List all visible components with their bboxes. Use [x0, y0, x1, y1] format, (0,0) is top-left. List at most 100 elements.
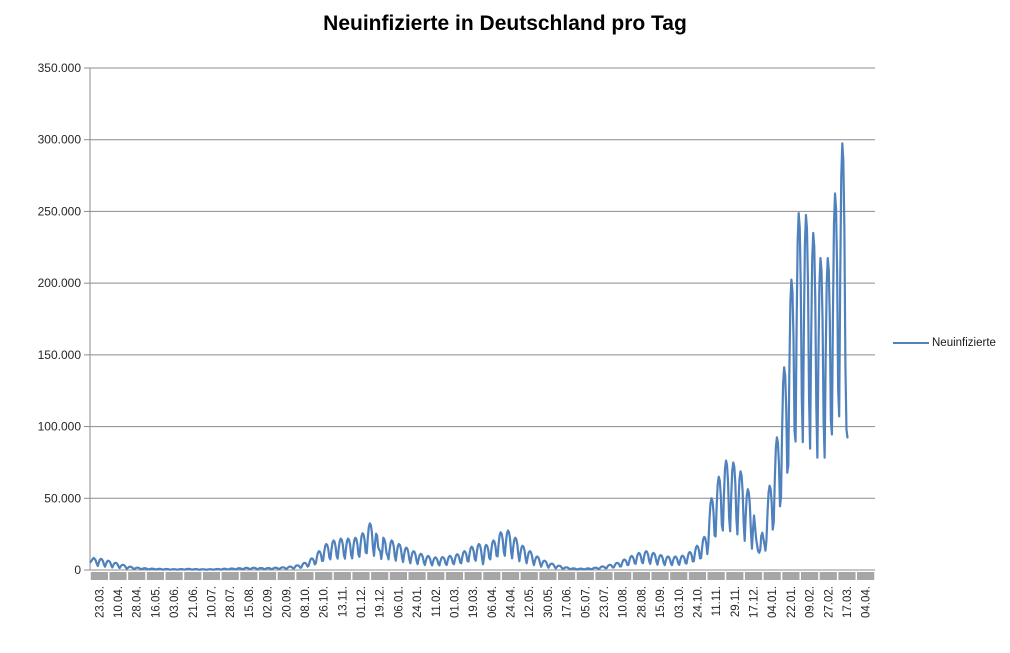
- x-axis-label: 17.06.: [562, 586, 574, 618]
- x-axis-label: 20.09.: [281, 586, 293, 618]
- x-axis-label: 02.09.: [263, 586, 275, 618]
- y-axis-label: 100.000: [38, 420, 82, 434]
- x-axis-tick-gap: [257, 571, 259, 581]
- x-axis-label: 17.03.: [842, 586, 854, 618]
- x-axis-label: 06.04.: [487, 586, 499, 618]
- x-axis-tick-gap: [706, 571, 708, 581]
- y-axis-label: 350.000: [38, 61, 82, 75]
- x-axis-label: 15.08.: [244, 586, 256, 618]
- x-axis-label: 11.02.: [431, 586, 443, 617]
- x-axis-label: 03.06.: [169, 586, 181, 618]
- x-axis-tick-gap: [556, 571, 559, 581]
- x-axis-label: 13.11.: [337, 586, 349, 617]
- x-axis-label: 26.10.: [319, 586, 331, 618]
- y-axis-label: 150.000: [38, 348, 82, 362]
- y-axis-label: 200.000: [38, 276, 82, 290]
- x-axis-tick-gap: [575, 571, 577, 581]
- x-axis-label: 24.01.: [412, 586, 424, 618]
- x-axis-label: 21.06.: [188, 586, 200, 618]
- x-axis-tick-gap: [444, 571, 446, 581]
- x-axis-label: 10.07.: [206, 586, 218, 618]
- x-axis-label: 10.04.: [113, 586, 125, 618]
- legend[interactable]: Neuinfizierte: [893, 337, 996, 349]
- x-axis-tick-gap: [145, 571, 147, 581]
- x-axis-label: 19.03.: [468, 586, 480, 618]
- x-axis-tick-gap: [724, 571, 727, 581]
- x-axis-tick-gap: [649, 571, 652, 581]
- x-axis-tick-gap: [481, 571, 484, 581]
- x-axis-tick-gap: [855, 571, 858, 581]
- x-axis-tick-gap: [126, 571, 129, 581]
- y-axis-label: 300.000: [38, 133, 82, 147]
- x-axis-label: 10.08.: [618, 586, 630, 618]
- x-axis-tick-gap: [818, 571, 820, 581]
- x-axis-tick-gap: [612, 571, 615, 581]
- x-axis-tick-gap: [406, 571, 409, 581]
- x-axis-label: 04.04.: [861, 586, 873, 618]
- x-axis-label: 12.05.: [524, 586, 536, 618]
- y-axis-label: 0: [74, 563, 81, 577]
- x-axis-tick-gap: [89, 571, 91, 581]
- x-axis-tick-gap: [836, 571, 839, 581]
- x-axis-tick-gap: [668, 571, 671, 581]
- x-axis-tick-gap: [294, 571, 297, 581]
- x-axis-label: 30.05.: [543, 586, 555, 618]
- x-axis-label: 23.03.: [94, 586, 106, 618]
- x-axis-tick-gap: [463, 571, 465, 581]
- x-axis-label: 03.10.: [674, 586, 686, 618]
- x-axis-label: 28.08.: [636, 586, 648, 618]
- x-axis-label: 11.11.: [711, 586, 723, 616]
- legend-series-label: Neuinfizierte: [932, 337, 996, 349]
- x-axis-label: 05.07.: [580, 586, 592, 618]
- x-axis-tick-gap: [369, 571, 372, 581]
- x-axis-tick-gap: [425, 571, 428, 581]
- x-axis-tick-gap: [743, 571, 745, 581]
- chart-title: Neuinfizierte in Deutschland pro Tag: [323, 12, 687, 35]
- x-axis-tick-gap: [201, 571, 203, 581]
- x-axis-tick-gap: [276, 571, 278, 581]
- x-axis-label: 15.09.: [655, 586, 667, 618]
- y-axis-label: 50.000: [44, 491, 81, 505]
- x-axis-label: 24.10.: [692, 586, 704, 618]
- x-axis-label: 24.04.: [506, 586, 518, 618]
- x-axis-tick-gap: [874, 571, 876, 581]
- x-axis-label: 01.03.: [449, 586, 461, 618]
- x-axis-label: 23.07.: [599, 586, 611, 618]
- x-axis-tick-gap: [537, 571, 540, 581]
- x-axis-tick-gap: [687, 571, 689, 581]
- x-axis-tick-gap: [313, 571, 316, 581]
- x-axis-tick-gap: [631, 571, 633, 581]
- legend-line-swatch: [893, 342, 929, 344]
- x-axis-label: 19.12.: [375, 586, 387, 618]
- x-axis-tick-gap: [164, 571, 166, 581]
- x-axis-tick-gap: [220, 571, 222, 581]
- x-axis-tick-gap: [350, 571, 353, 581]
- x-axis-tick-gap: [799, 571, 801, 581]
- x-axis-tick-gap: [332, 571, 334, 581]
- x-axis-label: 04.01.: [767, 586, 779, 618]
- x-axis-tick-gap: [500, 571, 502, 581]
- x-axis-label: 22.01.: [786, 586, 798, 618]
- x-axis-label: 29.11.: [730, 586, 742, 617]
- x-axis-tick-gap: [762, 571, 764, 581]
- x-axis-label: 28.04.: [132, 586, 144, 618]
- x-axis-label: 09.02.: [805, 586, 817, 618]
- x-axis-label: 01.12.: [356, 586, 368, 618]
- x-axis-label: 06.01.: [393, 586, 405, 618]
- x-axis-tick-gap: [182, 571, 185, 581]
- x-axis-label: 27.02.: [823, 586, 835, 618]
- x-axis-label: 17.12.: [749, 586, 761, 618]
- x-axis-tick-gap: [593, 571, 596, 581]
- series-line-neuinfizierte[interactable]: [89, 142, 849, 571]
- x-axis-tick-gap: [238, 571, 241, 581]
- x-axis-label: 16.05.: [150, 586, 162, 618]
- x-axis-label: 28.07.: [225, 586, 237, 618]
- x-axis-tick-gap: [107, 571, 110, 581]
- x-axis-tick-gap: [780, 571, 783, 581]
- x-axis-label: 08.10.: [300, 586, 312, 618]
- y-axis-label: 250.000: [38, 204, 82, 218]
- x-axis-tick-gap: [388, 571, 390, 581]
- x-axis-tick-gap: [519, 571, 521, 581]
